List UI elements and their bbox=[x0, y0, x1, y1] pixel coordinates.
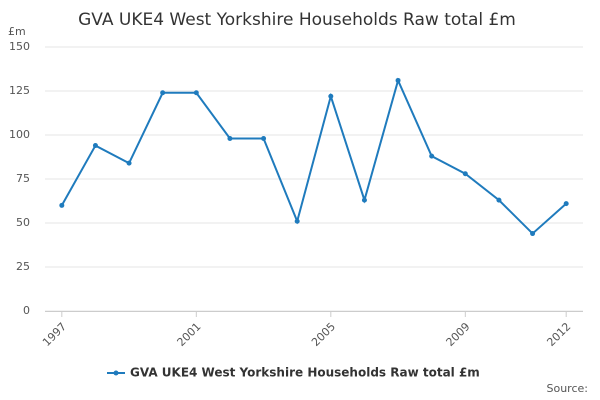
point bbox=[429, 153, 435, 159]
point bbox=[361, 197, 367, 203]
legend-marker bbox=[113, 370, 119, 376]
point bbox=[563, 201, 569, 207]
y-tick-label: 75 bbox=[16, 172, 30, 185]
point bbox=[59, 202, 65, 208]
y-tick-label: 125 bbox=[9, 84, 30, 97]
chart-title: GVA UKE4 West Yorkshire Households Raw t… bbox=[78, 10, 516, 30]
y-tick-label: 0 bbox=[23, 304, 30, 317]
point bbox=[193, 90, 199, 96]
legend-label: GVA UKE4 West Yorkshire Households Raw t… bbox=[130, 366, 480, 380]
point bbox=[126, 160, 132, 166]
point bbox=[395, 77, 401, 83]
point bbox=[530, 231, 536, 237]
point bbox=[227, 136, 233, 142]
point bbox=[496, 197, 502, 203]
y-tick-label: 150 bbox=[9, 40, 30, 53]
series-line bbox=[60, 77, 567, 235]
x-tick-label: 2012 bbox=[544, 320, 573, 349]
x-tick-label: 2005 bbox=[309, 320, 338, 349]
point bbox=[261, 136, 267, 142]
x-tick-label: 2001 bbox=[175, 320, 204, 349]
x-tick-label: 1997 bbox=[40, 320, 69, 349]
point bbox=[160, 90, 166, 96]
point bbox=[294, 218, 300, 224]
y-tick-label: 50 bbox=[16, 216, 30, 229]
x-tick-label: 2009 bbox=[444, 320, 473, 349]
y-tick-label: 100 bbox=[9, 128, 30, 141]
y-tick-label: 25 bbox=[16, 260, 30, 273]
source: Source: bbox=[547, 382, 589, 395]
point bbox=[92, 143, 98, 149]
point bbox=[328, 93, 334, 99]
point bbox=[462, 171, 468, 177]
y-axis-label: £m bbox=[8, 25, 26, 38]
